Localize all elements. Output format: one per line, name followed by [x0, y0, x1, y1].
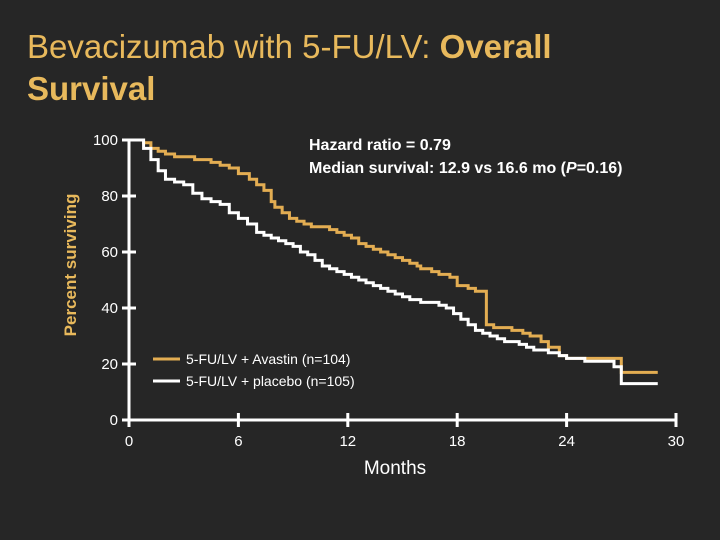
slide-title: Bevacizumab with 5-FU/LV: Overall Surviv…	[27, 26, 687, 110]
y-axis-title: Percent surviving	[61, 194, 80, 337]
x-tick-label: 12	[339, 433, 356, 450]
y-tick-label: 60	[101, 244, 118, 261]
y-tick-label: 40	[101, 300, 118, 317]
median-survival-prefix: Median survival: 12.9 vs 16.6 mo (	[309, 160, 567, 177]
legend-label-placebo: 5-FU/LV + placebo (n=105)	[186, 373, 355, 389]
x-tick-label: 30	[668, 433, 685, 450]
y-tick-label: 100	[93, 132, 118, 149]
y-tick-label: 0	[110, 412, 118, 429]
series-line-avastin	[129, 138, 658, 374]
median-survival-suffix: =0.16)	[577, 160, 623, 177]
x-tick-label: 0	[125, 433, 133, 450]
chart-axes: 0 20 40 60 80 100 0 6 12 18 24 30	[93, 132, 684, 450]
y-tick-label: 20	[101, 356, 118, 373]
slide-title-bold: Overall Survival	[27, 28, 552, 107]
x-axis-title: Months	[364, 458, 426, 479]
chart-series-layer	[129, 138, 658, 386]
median-survival-p: P	[566, 160, 577, 177]
x-tick-label: 18	[449, 433, 466, 450]
slide-title-regular: Bevacizumab with 5-FU/LV:	[27, 28, 440, 65]
y-tick-label: 80	[101, 188, 118, 205]
series-line-placebo	[129, 138, 658, 386]
x-tick-label: 6	[234, 433, 242, 450]
chart-legend: 5-FU/LV + Avastin (n=104) 5-FU/LV + plac…	[153, 351, 355, 389]
x-tick-label: 24	[558, 433, 575, 450]
median-survival-annotation: Median survival: 12.9 vs 16.6 mo (P=0.16…	[309, 160, 623, 177]
hazard-ratio-annotation: Hazard ratio = 0.79	[309, 137, 451, 154]
legend-label-avastin: 5-FU/LV + Avastin (n=104)	[186, 351, 350, 367]
